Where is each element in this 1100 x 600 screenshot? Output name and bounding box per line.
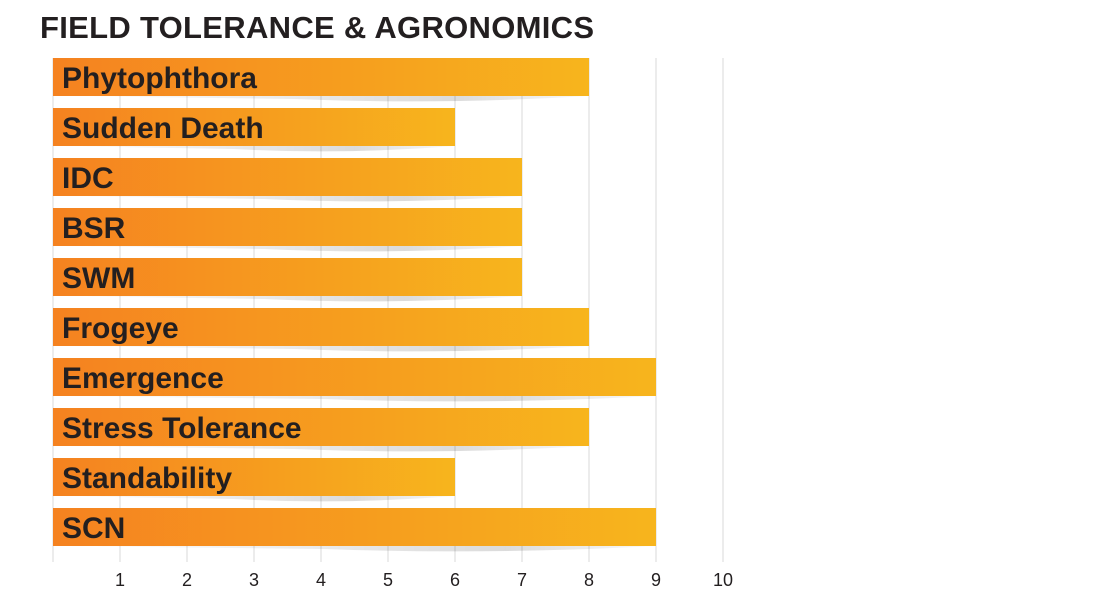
bar-label: IDC <box>62 162 114 195</box>
x-axis-ticks: 1 2 3 4 5 6 7 8 9 10 <box>115 570 733 590</box>
bar-group: Phytophthora <box>53 58 589 102</box>
bar-label: SWM <box>62 262 135 295</box>
bar-shadow <box>53 196 522 202</box>
x-tick-label: 3 <box>249 570 259 590</box>
bar-shadow <box>53 446 589 452</box>
bar <box>53 258 522 296</box>
bar-label: SCN <box>62 512 125 545</box>
bar-shadow <box>53 546 656 552</box>
x-tick-label: 10 <box>713 570 733 590</box>
bar-group: Sudden Death <box>53 108 455 152</box>
bar-shadow <box>53 296 522 302</box>
x-tick-label: 2 <box>182 570 192 590</box>
x-tick-label: 4 <box>316 570 326 590</box>
bar-group: Standability <box>53 458 455 502</box>
bar-label: Sudden Death <box>62 112 264 145</box>
x-tick-label: 6 <box>450 570 460 590</box>
bar-group: BSR <box>53 208 522 252</box>
x-tick-label: 9 <box>651 570 661 590</box>
bar-label: Standability <box>62 462 232 495</box>
bar <box>53 458 455 496</box>
bar <box>53 208 522 246</box>
bar-shadow <box>53 346 589 352</box>
bars: Phytophthora Sudden Death IDC BSR SWM Frogeye… <box>53 58 656 552</box>
bar-group: Emergence <box>53 358 656 402</box>
bar-shadow <box>53 246 522 252</box>
bar-group: Stress Tolerance <box>53 408 589 452</box>
bar-label: Phytophthora <box>62 62 257 95</box>
bar-group: SWM <box>53 258 522 302</box>
bar-shadow <box>53 96 589 102</box>
bar-shadow <box>53 496 455 502</box>
bar <box>53 308 589 346</box>
bar <box>53 58 589 96</box>
x-tick-label: 1 <box>115 570 125 590</box>
bar <box>53 408 589 446</box>
bar-shadow <box>53 146 455 152</box>
bar <box>53 508 656 546</box>
bar-label: Emergence <box>62 362 224 395</box>
bar-shadow <box>53 396 656 402</box>
bar <box>53 358 656 396</box>
bar-group: IDC <box>53 158 522 202</box>
x-tick-label: 5 <box>383 570 393 590</box>
x-tick-label: 7 <box>517 570 527 590</box>
bar <box>53 108 455 146</box>
bar-group: SCN <box>53 508 656 552</box>
bar-label: BSR <box>62 212 126 245</box>
bar-label: Stress Tolerance <box>62 412 302 445</box>
bar-group: Frogeye <box>53 308 589 352</box>
bar-label: Frogeye <box>62 312 179 345</box>
x-tick-label: 8 <box>584 570 594 590</box>
bar <box>53 158 522 196</box>
chart-title: FIELD TOLERANCE & AGRONOMICS <box>40 10 595 45</box>
